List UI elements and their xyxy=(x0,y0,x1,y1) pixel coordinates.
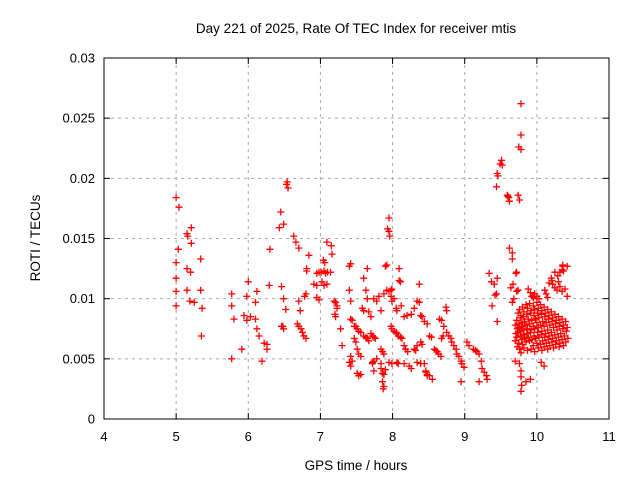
y-tick-label: 0.015 xyxy=(62,231,95,246)
x-tick-label: 4 xyxy=(100,429,107,444)
scatter-points-layer xyxy=(172,100,572,395)
x-tick-label: 11 xyxy=(602,429,616,444)
y-tick-label: 0 xyxy=(88,412,95,427)
plot-frame xyxy=(103,57,610,420)
y-tick-label: 0.02 xyxy=(70,171,95,186)
tick-labels: 4 5 6 7 8 9 10 11 0 0.005 0.01 0.015 0.02 0.025 0.03 xyxy=(62,51,615,445)
y-tick-label: 0.03 xyxy=(70,51,95,66)
x-axis-label: GPS time / hours xyxy=(305,458,408,473)
scatter-points xyxy=(172,100,572,395)
y-tick-label: 0.025 xyxy=(62,111,95,126)
y-tick-label: 0.01 xyxy=(70,291,95,306)
x-tick-label: 10 xyxy=(530,429,544,444)
x-tick-label: 7 xyxy=(317,429,324,444)
gridlines xyxy=(104,58,609,419)
x-tick-label: 5 xyxy=(173,429,180,444)
x-tick-label: 9 xyxy=(461,429,468,444)
chart-title: Day 221 of 2025, Rate Of TEC Index for r… xyxy=(196,21,516,36)
y-axis-label: ROTI / TECUs xyxy=(28,194,43,281)
x-tick-label: 8 xyxy=(389,429,396,444)
y-tick-label: 0.005 xyxy=(62,351,95,366)
x-tick-label: 6 xyxy=(245,429,252,444)
